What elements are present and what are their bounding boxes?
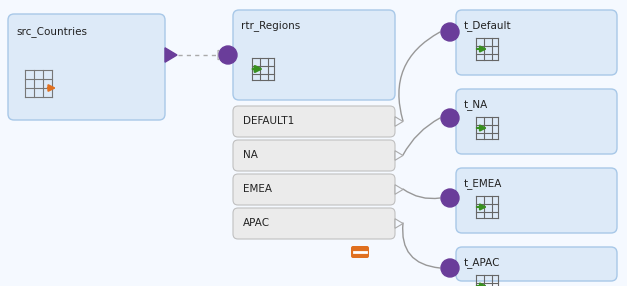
Text: rtr_Regions: rtr_Regions — [241, 20, 300, 31]
Polygon shape — [395, 117, 403, 126]
Polygon shape — [218, 50, 226, 60]
FancyBboxPatch shape — [233, 10, 395, 100]
Text: DEFAULT1: DEFAULT1 — [243, 116, 294, 126]
FancyBboxPatch shape — [8, 14, 165, 120]
Polygon shape — [395, 185, 403, 194]
FancyBboxPatch shape — [233, 208, 395, 239]
Text: NA: NA — [243, 150, 258, 160]
Circle shape — [441, 259, 459, 277]
FancyBboxPatch shape — [233, 106, 395, 137]
Polygon shape — [165, 48, 177, 62]
Text: src_Countries: src_Countries — [16, 26, 87, 37]
Text: t_APAC: t_APAC — [464, 257, 500, 268]
FancyBboxPatch shape — [351, 246, 369, 258]
Text: t_NA: t_NA — [464, 99, 488, 110]
Polygon shape — [395, 151, 403, 160]
Text: APAC: APAC — [243, 219, 270, 229]
FancyBboxPatch shape — [233, 174, 395, 205]
Circle shape — [441, 189, 459, 207]
Text: t_Default: t_Default — [464, 20, 512, 31]
Circle shape — [219, 46, 237, 64]
Text: t_EMEA: t_EMEA — [464, 178, 502, 189]
Circle shape — [441, 109, 459, 127]
Text: EMEA: EMEA — [243, 184, 272, 194]
FancyBboxPatch shape — [456, 10, 617, 75]
FancyBboxPatch shape — [233, 140, 395, 171]
Circle shape — [441, 23, 459, 41]
Polygon shape — [395, 219, 403, 228]
FancyBboxPatch shape — [456, 168, 617, 233]
FancyBboxPatch shape — [456, 247, 617, 281]
FancyBboxPatch shape — [456, 89, 617, 154]
